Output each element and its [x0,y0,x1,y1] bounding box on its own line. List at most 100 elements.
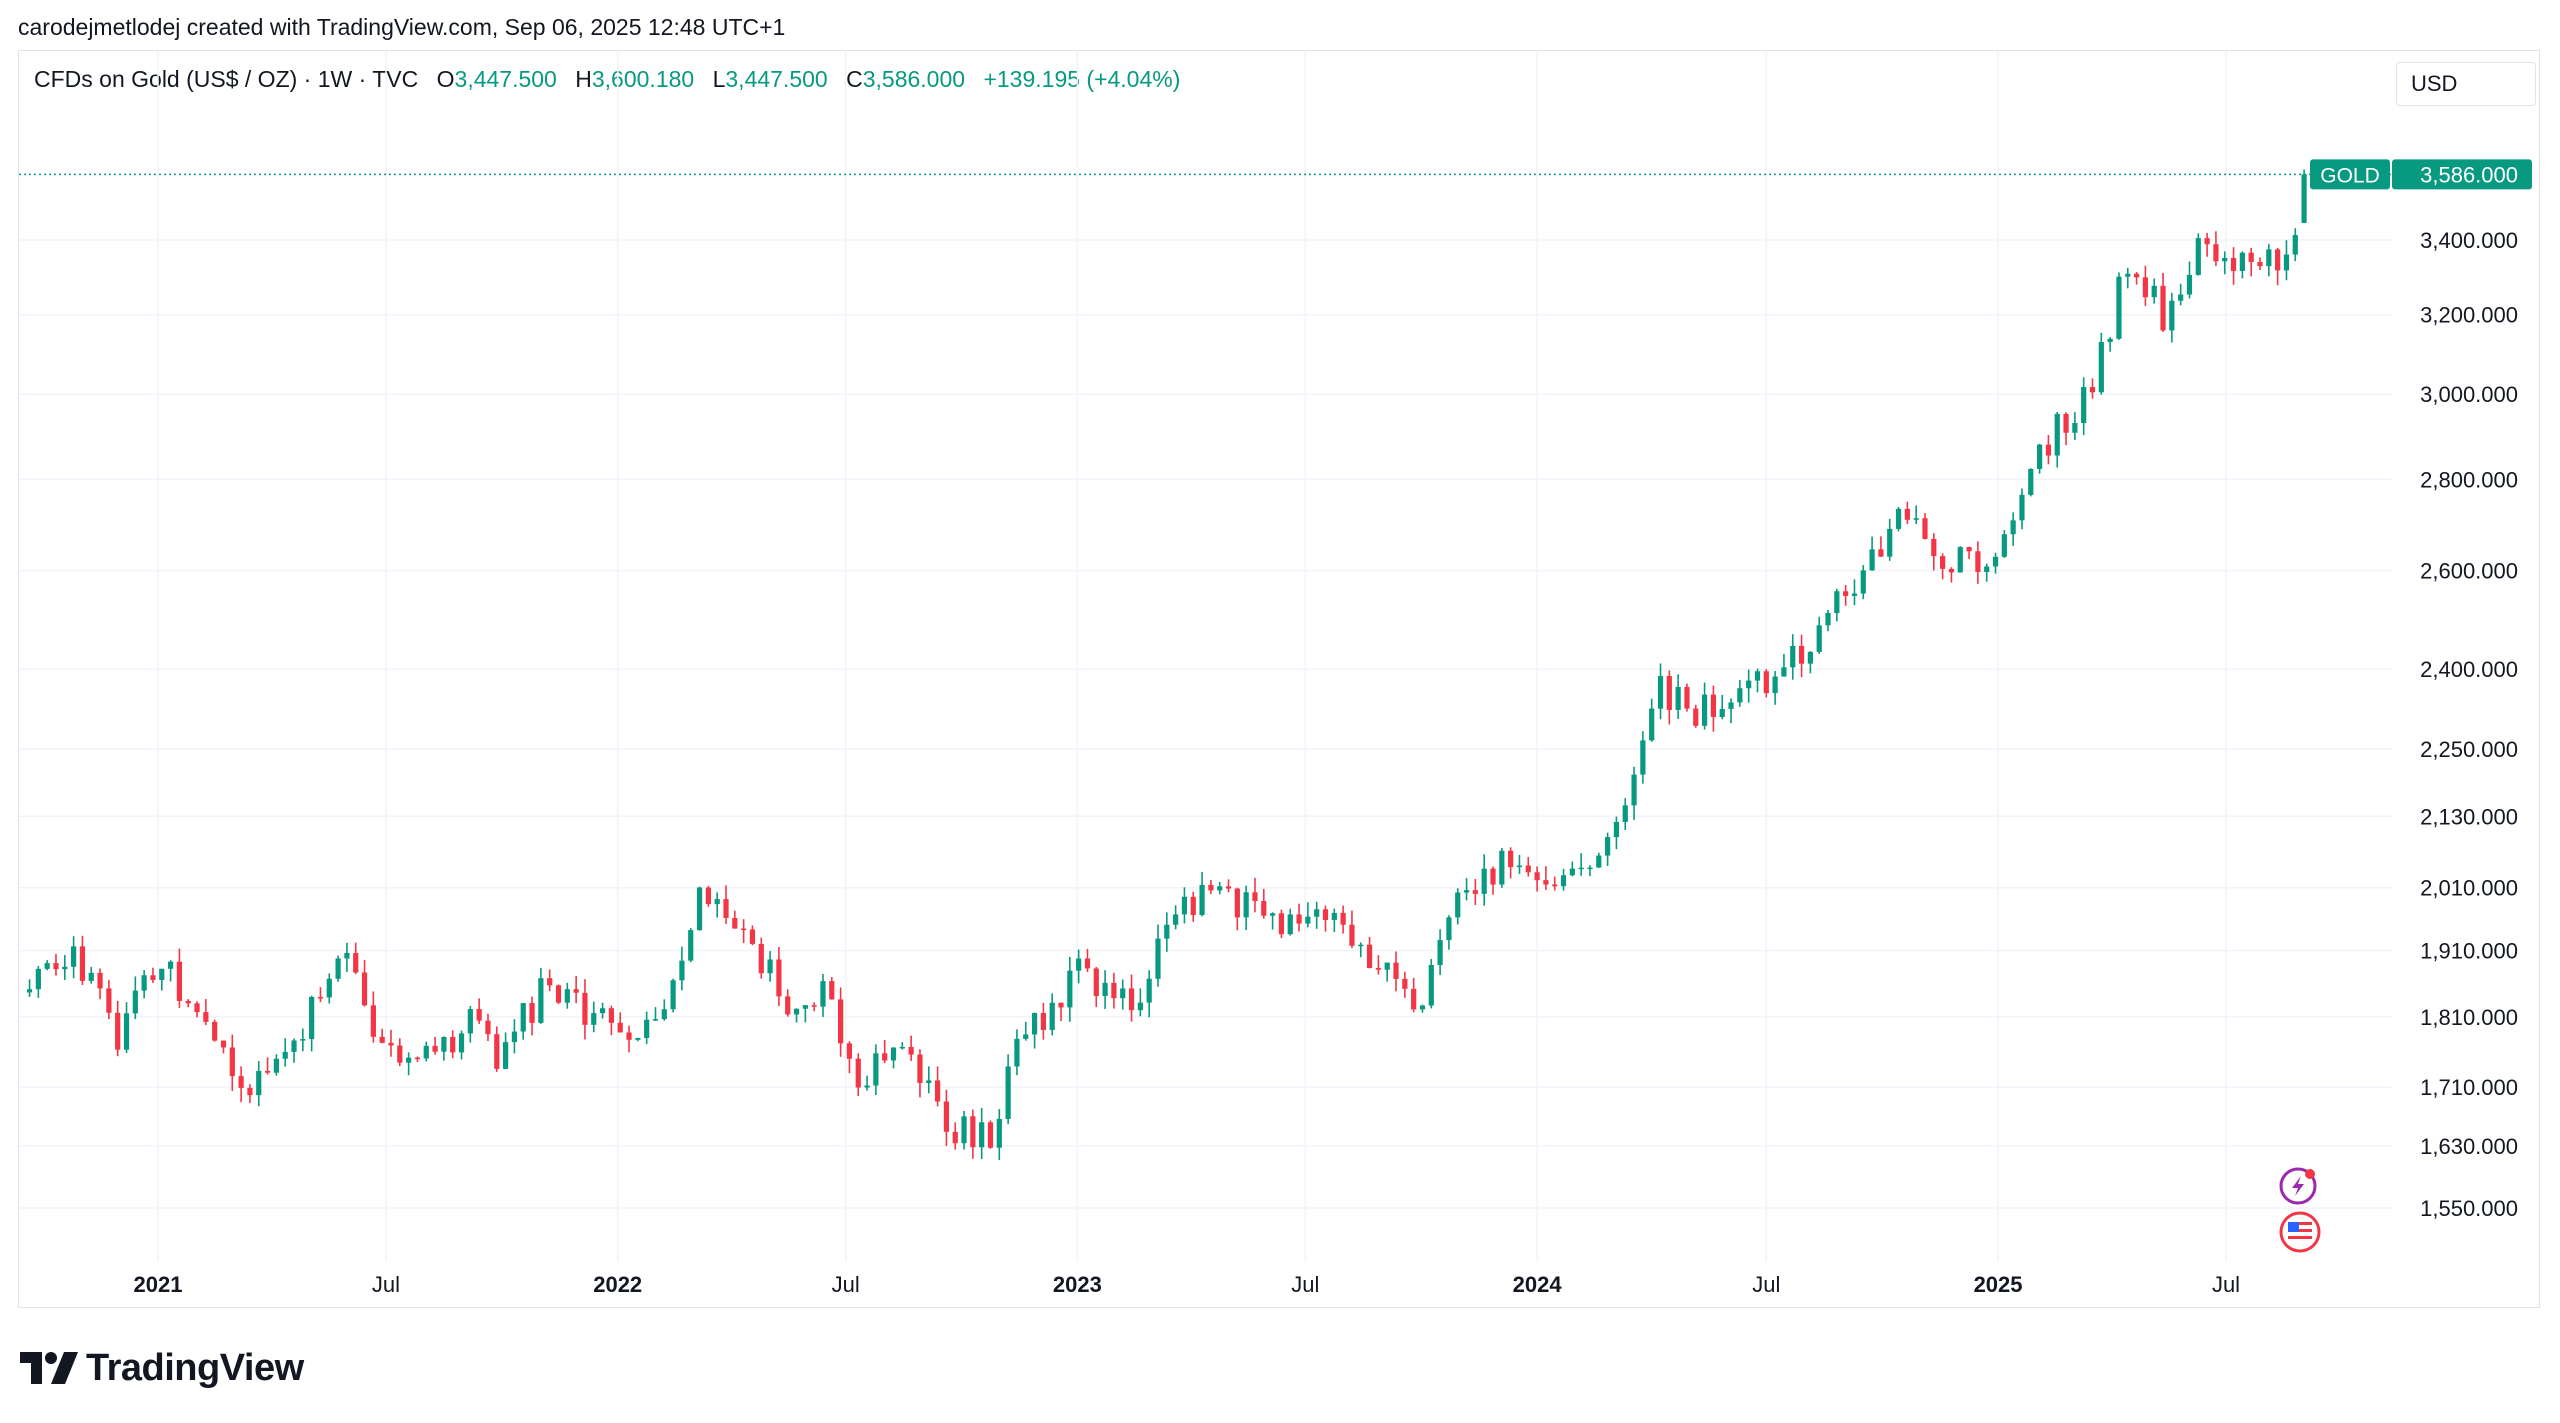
candle-body [2204,238,2210,245]
candle-body [1560,875,1567,887]
high-label: H [575,66,592,92]
candle-up [1913,505,1919,524]
candle-up [1155,924,1161,987]
candle-down [1190,891,1196,922]
candle-down [2213,231,2219,267]
candle-body [1428,964,1434,1006]
candle-down [2204,232,2210,257]
candle-body [1754,671,1761,681]
candle-up [1164,912,1170,952]
candle-up [1137,988,1143,1017]
symbol-description[interactable]: CFDs on Gold (US$ / OZ) · 1W · TVC [34,66,419,92]
candle-body [926,1080,932,1084]
candle-body [2001,534,2007,557]
candle-up [1331,908,1337,932]
candle-body [1825,613,1831,626]
candle-down [2063,412,2069,446]
low-value: 3,447.500 [725,66,828,92]
candle-down [1261,888,1267,919]
candle-body [123,1013,130,1050]
candle-up [1173,905,1179,930]
y-tick-label: 1,630.000 [2420,1134,2518,1159]
candle-up [635,1037,641,1042]
price-axis[interactable]: 3,400.000 3,200.000 3,000.000 2,800.000 2,60… [2420,228,2518,1221]
candle-body [1287,914,1293,935]
candle-up [1181,887,1188,924]
candle-down [203,998,209,1026]
candle-body [1358,944,1364,947]
candle-up [2098,332,2104,395]
candle-up [1640,731,1646,784]
candle-body [1719,708,1725,717]
time-axis[interactable]: 2021 Jul 2022 Jul 2023 Jul 2024 Jul 2025 Jul [134,1272,2241,1297]
candle-up [167,960,174,982]
candle-body [35,968,41,990]
candle-up [1957,546,1963,573]
candle-up [802,1005,808,1023]
candle-up [644,1011,650,1044]
candle-up [1701,682,1708,730]
candle-up [1807,651,1813,674]
candle-down [79,935,86,985]
candle-body [1657,676,1664,709]
ohlc-legend: CFDs on Gold (US$ / OZ) · 1W · TVC O3,44… [34,66,1180,93]
candle-up [1587,865,1593,877]
candle-body [1208,884,1214,891]
candle-up [282,1038,288,1067]
candle-down [705,885,711,907]
candle-down [1666,670,1672,725]
x-tick-label: 2021 [134,1272,183,1297]
candle-body [838,999,844,1044]
candle-body [1922,518,1928,539]
candle-body [908,1046,914,1055]
lightning-alert-icon[interactable] [2279,1167,2317,1205]
candle-body [1860,570,1866,594]
candle-up [1560,868,1567,891]
candle-down [494,1026,500,1072]
candle-up [1596,852,1602,868]
currency-selector[interactable]: USD [2396,62,2536,106]
candle-up [1358,942,1364,958]
candle-body [2257,261,2263,267]
candle-body [1596,855,1602,868]
tradingview-logo[interactable]: TradingView [20,1346,304,1390]
candle-up [1984,563,1990,582]
candle-body [873,1053,879,1086]
candle-body [2266,249,2272,267]
candle-body [1675,686,1681,710]
candle-up [679,946,685,991]
candle-body [2072,422,2078,433]
candle-up [2292,228,2298,262]
candle-down [414,1056,421,1062]
candle-body [2010,520,2016,535]
candle-up [1869,536,1875,571]
candle-up [926,1066,932,1094]
candle-up [1790,634,1796,680]
candle-body [1649,708,1655,741]
candle-down [908,1035,914,1061]
candle-up [1578,853,1584,876]
candle-body [361,972,368,1006]
candle-up [2151,278,2157,304]
candle-body [1040,1013,1046,1030]
candle-body [167,961,174,969]
us-flag-icon[interactable] [2279,1211,2321,1253]
candle-down [150,967,156,983]
candle-down [194,1001,200,1018]
candle-down [829,977,835,1000]
candle-body [185,1000,191,1004]
candle-body [1534,872,1540,881]
candle-up [2186,261,2193,299]
candle-down [370,991,376,1043]
candle-body [2116,276,2122,339]
candle-down [970,1109,976,1159]
candle-up [1067,956,1073,1022]
candle-down [1128,974,1135,1022]
candle-up [132,976,138,1020]
candle-down [379,1028,385,1044]
candle-down [106,979,112,1020]
candle-up [467,1005,473,1043]
tradingview-wordmark: TradingView [86,1346,304,1389]
candle-up [538,967,544,1024]
